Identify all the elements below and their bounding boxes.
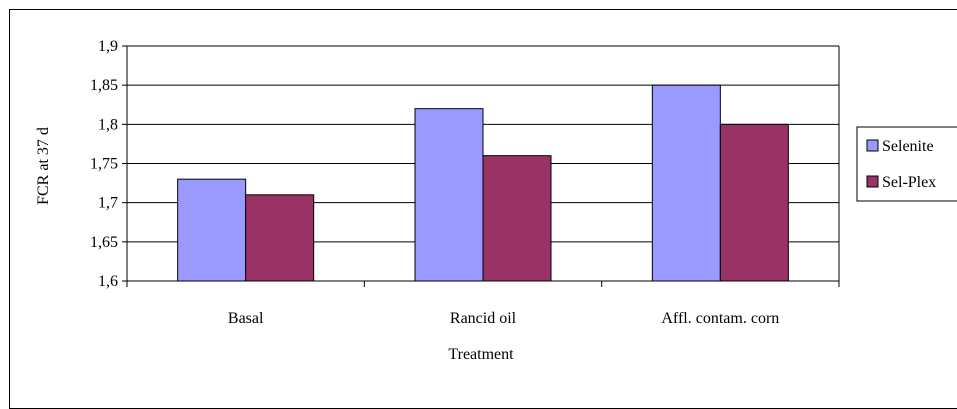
- y-tick-label: 1,8: [98, 116, 118, 133]
- bar-chart: 1,6 1,65 1,7 1,75 1,8 1,85 1,9 Basal Rancid oil…: [35, 38, 957, 363]
- legend-label-sel-plex: Sel-Plex: [882, 174, 936, 191]
- y-tick-label: 1,7: [98, 195, 118, 212]
- bar-sel-plex-0: [245, 194, 315, 282]
- x-axis-title: Treatment: [448, 346, 514, 363]
- legend: Selenite Sel-Plex: [856, 126, 957, 202]
- bar-selenite-2: [651, 84, 721, 282]
- y-axis-title: FCR at 37 d: [35, 127, 52, 205]
- y-tick-label: 1,6: [98, 273, 118, 290]
- x-tick-label: Basal: [228, 310, 264, 327]
- y-tick-label: 1,65: [90, 234, 118, 251]
- bars: [177, 84, 789, 282]
- bar-sel-plex-2: [719, 123, 789, 282]
- legend-box: [856, 126, 957, 202]
- x-tick-label: Rancid oil: [450, 310, 517, 327]
- bar-sel-plex-1: [482, 155, 552, 282]
- y-tick-label: 1,85: [90, 77, 118, 94]
- legend-label-selenite: Selenite: [882, 138, 934, 155]
- bar-selenite-0: [177, 178, 247, 282]
- y-tick-labels: 1,6 1,65 1,7 1,75 1,8 1,85 1,9: [90, 38, 118, 290]
- legend-swatch-selenite: [866, 139, 879, 152]
- bar-selenite-1: [414, 108, 484, 282]
- y-tick-label: 1,75: [90, 156, 118, 173]
- x-tick-labels: Basal Rancid oil Affl. contam. corn: [228, 310, 779, 327]
- y-tick-label: 1,9: [98, 38, 118, 55]
- axes: [122, 45, 840, 287]
- legend-swatch-sel-plex: [866, 175, 879, 188]
- x-tick-label: Affl. contam. corn: [661, 310, 779, 327]
